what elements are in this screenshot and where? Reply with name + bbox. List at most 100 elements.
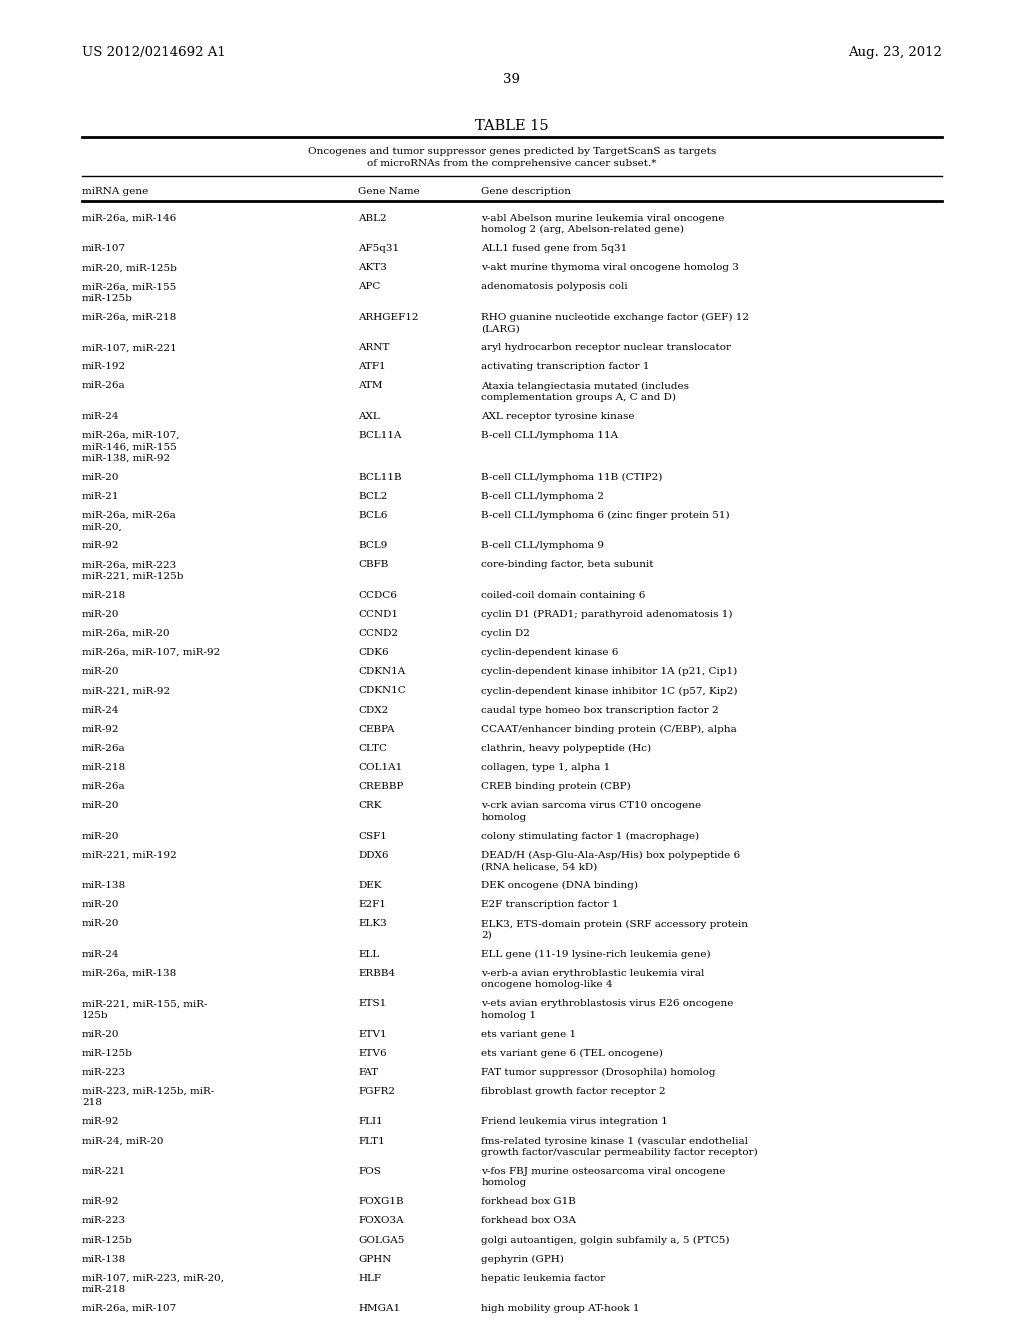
Text: miR-26a, miR-107: miR-26a, miR-107: [82, 1304, 176, 1313]
Text: activating transcription factor 1: activating transcription factor 1: [481, 362, 650, 371]
Text: COL1A1: COL1A1: [358, 763, 402, 772]
Text: ABL2: ABL2: [358, 214, 387, 223]
Text: B-cell CLL/lymphoma 11A: B-cell CLL/lymphoma 11A: [481, 430, 618, 440]
Text: E2F1: E2F1: [358, 900, 386, 909]
Text: DDX6: DDX6: [358, 850, 389, 859]
Text: CSF1: CSF1: [358, 832, 387, 841]
Text: miR-92: miR-92: [82, 541, 120, 550]
Text: APC: APC: [358, 282, 381, 292]
Text: core-binding factor, beta subunit: core-binding factor, beta subunit: [481, 560, 653, 569]
Text: hepatic leukemia factor: hepatic leukemia factor: [481, 1274, 605, 1283]
Text: miR-221, miR-92: miR-221, miR-92: [82, 686, 170, 696]
Text: v-akt murine thymoma viral oncogene homolog 3: v-akt murine thymoma viral oncogene homo…: [481, 263, 739, 272]
Text: BCL9: BCL9: [358, 541, 388, 550]
Text: B-cell CLL/lymphoma 2: B-cell CLL/lymphoma 2: [481, 491, 604, 500]
Text: GOLGA5: GOLGA5: [358, 1236, 404, 1245]
Text: high mobility group AT-hook 1: high mobility group AT-hook 1: [481, 1304, 640, 1313]
Text: miR-26a: miR-26a: [82, 781, 126, 791]
Text: miR-26a, miR-26a
miR-20,: miR-26a, miR-26a miR-20,: [82, 511, 176, 531]
Text: CLTC: CLTC: [358, 743, 387, 752]
Text: CRK: CRK: [358, 801, 382, 810]
Text: DEK oncogene (DNA binding): DEK oncogene (DNA binding): [481, 880, 638, 890]
Text: forkhead box G1B: forkhead box G1B: [481, 1197, 577, 1206]
Text: CREBBP: CREBBP: [358, 781, 403, 791]
Text: v-erb-a avian erythroblastic leukemia viral
oncogene homolog-like 4: v-erb-a avian erythroblastic leukemia vi…: [481, 969, 705, 989]
Text: aryl hydrocarbon receptor nuclear translocator: aryl hydrocarbon receptor nuclear transl…: [481, 343, 731, 352]
Text: FAT: FAT: [358, 1068, 379, 1077]
Text: miR-21: miR-21: [82, 491, 120, 500]
Text: cyclin-dependent kinase inhibitor 1C (p57, Kip2): cyclin-dependent kinase inhibitor 1C (p5…: [481, 686, 737, 696]
Text: v-crk avian sarcoma virus CT10 oncogene
homolog: v-crk avian sarcoma virus CT10 oncogene …: [481, 801, 701, 821]
Text: CCDC6: CCDC6: [358, 590, 397, 599]
Text: BCL6: BCL6: [358, 511, 388, 520]
Text: ARHGEF12: ARHGEF12: [358, 313, 419, 322]
Text: ets variant gene 6 (TEL oncogene): ets variant gene 6 (TEL oncogene): [481, 1048, 664, 1057]
Text: miR-92: miR-92: [82, 1117, 120, 1126]
Text: miR-221, miR-155, miR-
125b: miR-221, miR-155, miR- 125b: [82, 999, 208, 1019]
Text: AF5q31: AF5q31: [358, 244, 399, 253]
Text: CEBPA: CEBPA: [358, 725, 395, 734]
Text: collagen, type 1, alpha 1: collagen, type 1, alpha 1: [481, 763, 610, 772]
Text: Oncogenes and tumor suppressor genes predicted by TargetScanS as targets
of micr: Oncogenes and tumor suppressor genes pre…: [308, 147, 716, 168]
Text: FLT1: FLT1: [358, 1137, 385, 1146]
Text: miR-138: miR-138: [82, 1254, 126, 1263]
Text: ARNT: ARNT: [358, 343, 390, 352]
Text: HMGA1: HMGA1: [358, 1304, 400, 1313]
Text: ETS1: ETS1: [358, 999, 387, 1008]
Text: miR-24, miR-20: miR-24, miR-20: [82, 1137, 164, 1146]
Text: miR-26a: miR-26a: [82, 743, 126, 752]
Text: v-ets avian erythroblastosis virus E26 oncogene
homolog 1: v-ets avian erythroblastosis virus E26 o…: [481, 999, 733, 1019]
Text: miR-218: miR-218: [82, 763, 126, 772]
Text: B-cell CLL/lymphoma 9: B-cell CLL/lymphoma 9: [481, 541, 604, 550]
Text: coiled-coil domain containing 6: coiled-coil domain containing 6: [481, 590, 646, 599]
Text: miR-20: miR-20: [82, 900, 120, 909]
Text: ATF1: ATF1: [358, 362, 386, 371]
Text: ALL1 fused gene from 5q31: ALL1 fused gene from 5q31: [481, 244, 628, 253]
Text: miR-221, miR-192: miR-221, miR-192: [82, 850, 177, 859]
Text: CCAAT/enhancer binding protein (C/EBP), alpha: CCAAT/enhancer binding protein (C/EBP), …: [481, 725, 737, 734]
Text: E2F transcription factor 1: E2F transcription factor 1: [481, 900, 618, 909]
Text: miR-107, miR-221: miR-107, miR-221: [82, 343, 177, 352]
Text: golgi autoantigen, golgin subfamily a, 5 (PTC5): golgi autoantigen, golgin subfamily a, 5…: [481, 1236, 730, 1245]
Text: Friend leukemia virus integration 1: Friend leukemia virus integration 1: [481, 1117, 668, 1126]
Text: miR-24: miR-24: [82, 412, 120, 421]
Text: miR-24: miR-24: [82, 705, 120, 714]
Text: ATM: ATM: [358, 381, 383, 391]
Text: miRNA gene: miRNA gene: [82, 187, 148, 197]
Text: miR-20: miR-20: [82, 610, 120, 619]
Text: cyclin D2: cyclin D2: [481, 628, 530, 638]
Text: B-cell CLL/lymphoma 11B (CTIP2): B-cell CLL/lymphoma 11B (CTIP2): [481, 473, 663, 482]
Text: miR-125b: miR-125b: [82, 1048, 133, 1057]
Text: CDK6: CDK6: [358, 648, 389, 657]
Text: forkhead box O3A: forkhead box O3A: [481, 1216, 577, 1225]
Text: FOXG1B: FOXG1B: [358, 1197, 404, 1206]
Text: ERBB4: ERBB4: [358, 969, 395, 978]
Text: US 2012/0214692 A1: US 2012/0214692 A1: [82, 46, 225, 59]
Text: miR-192: miR-192: [82, 362, 126, 371]
Text: CCND2: CCND2: [358, 628, 398, 638]
Text: CDKN1A: CDKN1A: [358, 667, 406, 676]
Text: miR-24: miR-24: [82, 949, 120, 958]
Text: ELL: ELL: [358, 949, 380, 958]
Text: miR-92: miR-92: [82, 725, 120, 734]
Text: Gene Name: Gene Name: [358, 187, 420, 197]
Text: BCL11A: BCL11A: [358, 430, 401, 440]
Text: ets variant gene 1: ets variant gene 1: [481, 1030, 577, 1039]
Text: CBFB: CBFB: [358, 560, 389, 569]
Text: miR-26a: miR-26a: [82, 381, 126, 391]
Text: Ataxia telangiectasia mutated (includes
complementation groups A, C and D): Ataxia telangiectasia mutated (includes …: [481, 381, 689, 403]
Text: miR-20: miR-20: [82, 473, 120, 482]
Text: FAT tumor suppressor (Drosophila) homolog: FAT tumor suppressor (Drosophila) homolo…: [481, 1068, 716, 1077]
Text: DEK: DEK: [358, 880, 382, 890]
Text: miR-20: miR-20: [82, 801, 120, 810]
Text: miR-26a, miR-20: miR-26a, miR-20: [82, 628, 170, 638]
Text: miR-125b: miR-125b: [82, 1236, 133, 1245]
Text: BCL11B: BCL11B: [358, 473, 402, 482]
Text: ETV1: ETV1: [358, 1030, 387, 1039]
Text: B-cell CLL/lymphoma 6 (zinc finger protein 51): B-cell CLL/lymphoma 6 (zinc finger prote…: [481, 511, 730, 520]
Text: gephyrin (GPH): gephyrin (GPH): [481, 1254, 564, 1263]
Text: v-fos FBJ murine osteosarcoma viral oncogene
homolog: v-fos FBJ murine osteosarcoma viral onco…: [481, 1167, 726, 1187]
Text: DEAD/H (Asp-Glu-Ala-Asp/His) box polypeptide 6
(RNA helicase, 54 kD): DEAD/H (Asp-Glu-Ala-Asp/His) box polypep…: [481, 850, 740, 871]
Text: fms-related tyrosine kinase 1 (vascular endothelial
growth factor/vascular perme: fms-related tyrosine kinase 1 (vascular …: [481, 1137, 758, 1158]
Text: 39: 39: [504, 73, 520, 86]
